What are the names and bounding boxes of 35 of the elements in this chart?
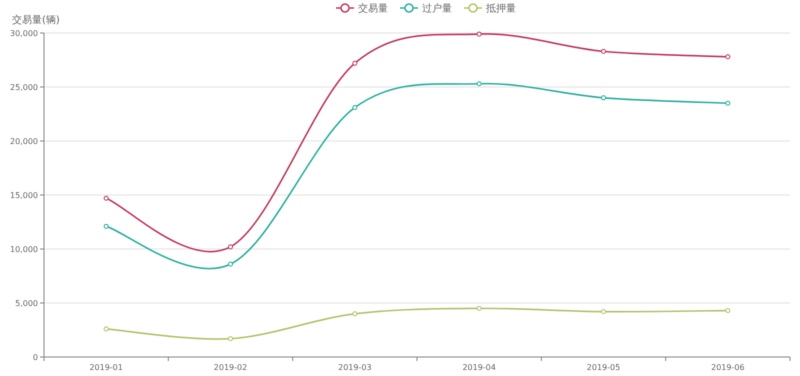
x-tick-label: 2019-04 bbox=[462, 363, 496, 372]
y-axis-title: 交易量(辆) bbox=[12, 14, 60, 26]
point bbox=[476, 306, 482, 311]
point bbox=[601, 309, 606, 314]
point bbox=[352, 311, 358, 316]
point bbox=[476, 32, 482, 37]
point bbox=[601, 95, 606, 100]
legend-label: 过户量 bbox=[422, 2, 452, 14]
legend-label: 交易量 bbox=[358, 2, 388, 14]
x-tick-label: 2019-01 bbox=[89, 363, 123, 372]
x-tick-label: 2019-06 bbox=[711, 363, 745, 372]
y-tick-label: 5,000 bbox=[15, 299, 38, 308]
point bbox=[104, 326, 109, 332]
y-tick-label: 25,000 bbox=[10, 83, 38, 92]
y-tick-label: 30,000 bbox=[10, 29, 38, 38]
point bbox=[725, 308, 730, 314]
x-tick-label: 2019-03 bbox=[338, 363, 372, 372]
y-tick-label: 15,000 bbox=[10, 191, 38, 200]
point bbox=[228, 336, 233, 342]
point bbox=[228, 262, 233, 267]
y-tick-label: 20,000 bbox=[10, 137, 38, 146]
point bbox=[725, 100, 730, 106]
point bbox=[352, 60, 358, 66]
point bbox=[228, 244, 233, 250]
point bbox=[104, 196, 109, 201]
x-tick-label: 2019-05 bbox=[586, 363, 620, 372]
x-tick-label: 2019-02 bbox=[214, 363, 248, 372]
y-tick-label: 0 bbox=[32, 353, 38, 362]
legend-label: 抵押量 bbox=[485, 2, 516, 14]
point bbox=[725, 54, 730, 60]
point bbox=[476, 81, 482, 86]
point bbox=[104, 224, 109, 229]
point bbox=[352, 105, 358, 110]
y-tick-label: 10,000 bbox=[10, 245, 38, 254]
point bbox=[601, 48, 606, 54]
